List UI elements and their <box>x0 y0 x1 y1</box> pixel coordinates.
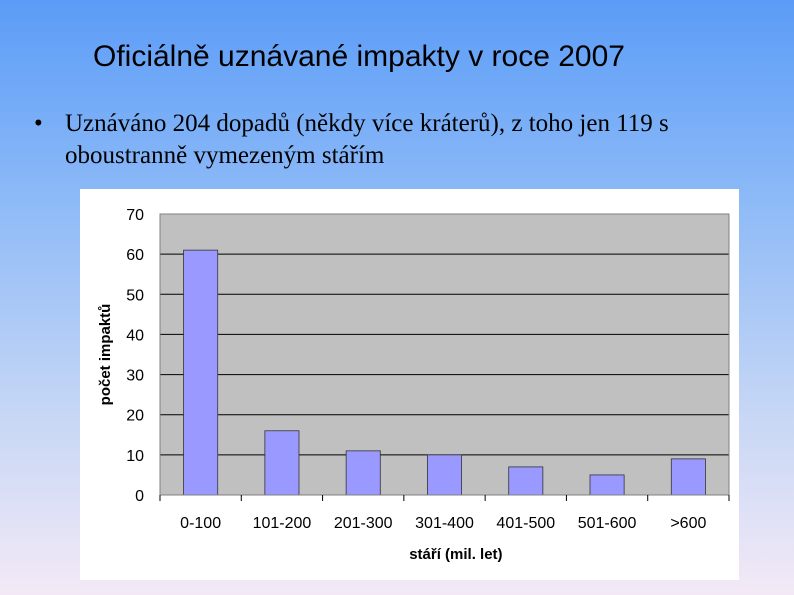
y-tick-label: 40 <box>126 327 144 344</box>
bar-401-500 <box>508 466 544 496</box>
slide-title: Oficiálně uznávané impakty v roce 2007 <box>93 40 625 73</box>
bar-101-200 <box>264 430 300 496</box>
bullet-dot: • <box>34 110 43 137</box>
y-tick-label: 60 <box>126 247 144 264</box>
y-tick-label: 0 <box>135 488 144 505</box>
plot-background <box>160 214 729 495</box>
axes <box>159 213 730 501</box>
x-tick-label: 101-200 <box>253 515 312 532</box>
chart-area: 0 10 20 30 40 50 60 70 0-100 101-200 201-300 301-4… <box>80 189 739 580</box>
bar-chart: 0 10 20 30 40 50 60 70 0-100 101-200 201-300 301-4… <box>97 207 730 563</box>
y-tick-label: 30 <box>126 368 144 385</box>
plot-border <box>159 213 730 496</box>
y-tick-label: 70 <box>126 207 144 224</box>
bar->600 <box>670 458 706 496</box>
x-tick-label: 301-400 <box>415 515 474 532</box>
x-tick-labels: 0-100 101-200 201-300 301-400 401-500 501-600… <box>180 515 706 532</box>
bar-0-100 <box>183 249 219 496</box>
x-tick-label: 0-100 <box>180 515 221 532</box>
x-tick-label: 201-300 <box>334 515 393 532</box>
x-tick-label: 401-500 <box>496 515 555 532</box>
x-tick-label: 501-600 <box>578 515 637 532</box>
bullet-text: Uznáváno 204 dopadů (někdy více kráterů)… <box>65 110 669 169</box>
x-axis-title: stáří (mil. let) <box>409 546 502 563</box>
bar-501-600 <box>589 474 625 496</box>
y-tick-label: 20 <box>126 408 144 425</box>
x-tick-label: >600 <box>670 515 706 532</box>
y-tick-labels: 0 10 20 30 40 50 60 70 <box>126 207 144 505</box>
bars <box>183 249 706 496</box>
bar-201-300 <box>345 450 381 496</box>
bar-301-400 <box>427 454 462 496</box>
y-tick-label: 50 <box>126 287 144 304</box>
y-axis-title: počet impaktů <box>97 304 114 406</box>
y-tick-label: 10 <box>126 448 144 465</box>
